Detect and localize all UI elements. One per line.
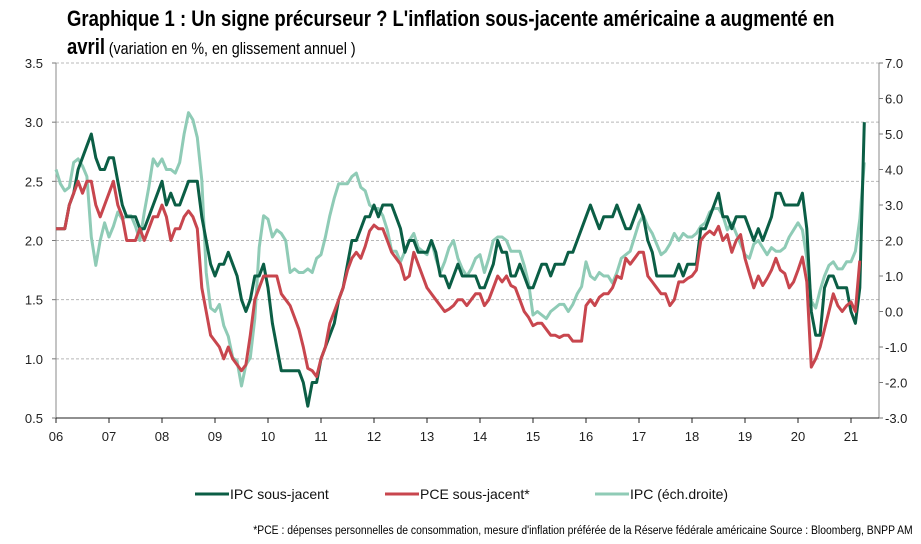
y-left-tick-label: 1.5: [25, 293, 43, 308]
x-tick-label: 18: [685, 429, 699, 444]
x-tick-label: 19: [738, 429, 752, 444]
footnote: *PCE : dépenses personnelles de consomma…: [253, 525, 913, 537]
y-left-tick-label: 2.5: [25, 174, 43, 189]
y-left-tick-label: 1.0: [25, 352, 43, 367]
x-tick-label: 10: [261, 429, 275, 444]
legend-label: PCE sous-jacent*: [420, 486, 530, 502]
y-right-tick-label: 2.0: [885, 234, 903, 249]
x-tick-label: 13: [420, 429, 434, 444]
y-right-tick-label: 3.0: [885, 198, 903, 213]
y-right-tick-label: 4.0: [885, 163, 903, 178]
x-tick-label: 20: [791, 429, 805, 444]
y-right-tick-label: -2.0: [885, 376, 907, 391]
series-line-2: [56, 179, 862, 379]
x-tick-label: 06: [49, 429, 63, 444]
y-right-tick-label: 1.0: [885, 269, 903, 284]
chart-subtitle: (variation en %, en glissement annuel ): [108, 39, 356, 58]
y-right-tick-label: 5.0: [885, 127, 903, 142]
y-left-tick-label: 3.5: [25, 56, 43, 71]
x-tick-label: 16: [579, 429, 593, 444]
y-right-tick-label: 7.0: [885, 56, 903, 71]
chart-title-line2: avril (variation en %, en glissement ann…: [67, 34, 356, 60]
y-left-tick-label: 3.0: [25, 115, 43, 130]
y-right-tick-label: -1.0: [885, 340, 907, 355]
x-tick-label: 09: [208, 429, 222, 444]
legend-label: IPC sous-jacent: [230, 486, 329, 502]
chart-title: Graphique 1 : Un signe précurseur ? L'in…: [67, 6, 835, 31]
x-tick-label: 12: [367, 429, 381, 444]
chart-title-bold: avril: [67, 34, 106, 59]
y-right-tick-label: -3.0: [885, 411, 907, 426]
y-left-tick-label: 0.5: [25, 411, 43, 426]
x-tick-label: 11: [314, 429, 328, 444]
x-tick-label: 08: [155, 429, 169, 444]
x-tick-label: 07: [102, 429, 116, 444]
y-right-tick-label: 6.0: [885, 92, 903, 107]
legend-label: IPC (éch.droite): [630, 486, 728, 502]
x-tick-label: 14: [473, 429, 487, 444]
x-tick-label: 15: [526, 429, 540, 444]
y-left-tick-label: 2.0: [25, 234, 43, 249]
y-right-tick-label: 0.0: [885, 305, 903, 320]
x-tick-label: 21: [844, 429, 858, 444]
series-line-1: [56, 122, 866, 408]
x-tick-label: 17: [632, 429, 646, 444]
